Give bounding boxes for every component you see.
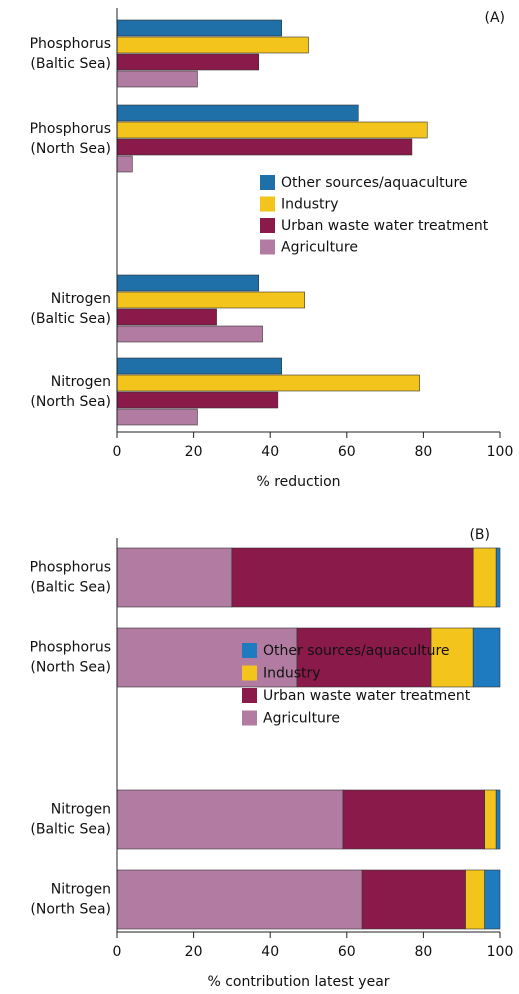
legend-label: Agriculture: [281, 240, 358, 256]
category-label: (Baltic Sea): [30, 311, 111, 327]
category-label: Nitrogen: [51, 291, 111, 307]
x-tick-label: 20: [185, 444, 203, 460]
x-axis-label: % contribution latest year: [207, 974, 389, 990]
x-tick-label: 60: [338, 444, 356, 460]
panel-label: (B): [469, 527, 490, 543]
category-label: (North Sea): [30, 394, 111, 410]
panel-label: (A): [484, 10, 505, 26]
bar: [116, 19, 282, 37]
bar-segment: [465, 869, 485, 930]
bar: [116, 308, 217, 326]
bar: [116, 408, 198, 426]
bar-segment: [296, 627, 432, 688]
bar-segment: [116, 547, 233, 608]
legend-swatch: [260, 218, 275, 233]
legend-swatch: [242, 688, 257, 703]
category-label: (Baltic Sea): [30, 56, 111, 72]
x-tick-label: 0: [113, 444, 122, 460]
category-label: Phosphorus: [30, 36, 111, 52]
bar-segment: [231, 547, 474, 608]
bar: [116, 274, 260, 292]
bar: [116, 104, 359, 122]
x-tick-label: 80: [414, 944, 432, 960]
category-label: Phosphorus: [30, 121, 111, 137]
bar-segment: [484, 789, 497, 850]
legend-label: Other sources/aquaculture: [281, 175, 468, 191]
x-tick-label: 0: [113, 944, 122, 960]
bar: [116, 374, 420, 392]
legend-swatch: [260, 175, 275, 190]
bar: [116, 70, 198, 88]
legend-label: Urban waste water treatment: [263, 688, 471, 704]
category-label: Nitrogen: [51, 374, 111, 390]
bar: [116, 138, 413, 156]
bar: [116, 291, 305, 309]
x-tick-label: 100: [487, 944, 514, 960]
x-tick-label: 40: [261, 444, 279, 460]
legend-label: Other sources/aquaculture: [263, 643, 450, 659]
category-label: (North Sea): [30, 141, 111, 157]
legend-swatch: [260, 196, 275, 212]
bar: [116, 53, 260, 71]
legend-label: Industry: [263, 666, 321, 682]
bar: [116, 36, 309, 54]
category-label: Phosphorus: [30, 640, 111, 656]
x-tick-label: 100: [487, 444, 514, 460]
legend-label: Agriculture: [263, 711, 340, 727]
legend-swatch: [242, 665, 257, 681]
category-label: (Baltic Sea): [30, 580, 111, 596]
bar-segment: [472, 627, 501, 688]
category-label: Phosphorus: [30, 560, 111, 576]
x-tick-label: 80: [414, 444, 432, 460]
legend-swatch: [242, 710, 257, 726]
category-label: (North Sea): [30, 902, 111, 918]
x-tick-label: 20: [185, 944, 203, 960]
bar: [116, 357, 282, 375]
bar: [116, 325, 263, 343]
bar-segment: [472, 547, 497, 608]
legend-swatch: [242, 643, 257, 658]
category-label: Nitrogen: [51, 882, 111, 898]
x-tick-label: 40: [261, 944, 279, 960]
bar: [116, 155, 133, 173]
bar-segment: [484, 869, 501, 930]
legend-label: Industry: [281, 197, 339, 213]
bar-segment: [342, 789, 485, 850]
bar-segment: [495, 789, 501, 850]
bar-segment: [116, 789, 344, 850]
bar: [116, 391, 279, 409]
category-label: (Baltic Sea): [30, 822, 111, 838]
bar: [116, 121, 428, 139]
x-tick-label: 60: [338, 944, 356, 960]
bar-segment: [116, 869, 363, 930]
legend-label: Urban waste water treatment: [281, 218, 489, 234]
category-label: (North Sea): [30, 660, 111, 676]
bar-segment: [495, 547, 501, 608]
legend-swatch: [260, 239, 275, 255]
category-label: Nitrogen: [51, 802, 111, 818]
x-axis-label: % reduction: [256, 474, 340, 490]
bar-segment: [361, 869, 466, 930]
